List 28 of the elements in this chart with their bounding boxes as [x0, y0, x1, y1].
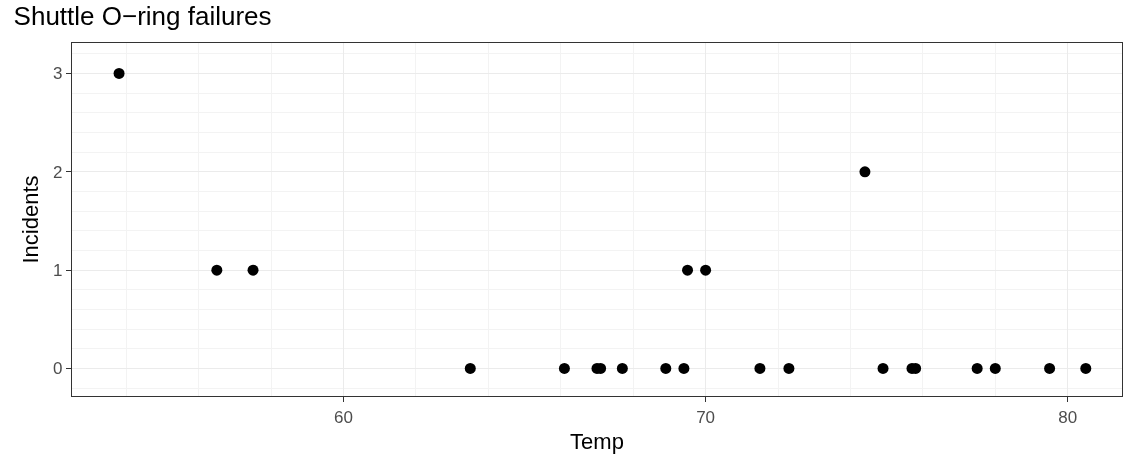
point [754, 362, 766, 374]
y-tick-label: 2 [53, 162, 63, 182]
point [971, 362, 983, 374]
point [682, 264, 694, 276]
point [558, 362, 570, 374]
point [859, 166, 871, 178]
point [247, 264, 259, 276]
chart-title: Shuttle O−ring failures [13, 1, 272, 32]
point [1044, 362, 1056, 374]
y-axis-title: Incidents [17, 175, 43, 264]
point [989, 362, 1001, 374]
point [113, 67, 125, 79]
x-axis-title: Temp [570, 429, 624, 455]
point [464, 362, 476, 374]
point [211, 264, 223, 276]
x-tick-label: 80 [1058, 407, 1078, 427]
y-tick-label: 1 [53, 261, 63, 281]
y-tick-label: 3 [53, 64, 63, 84]
point [700, 264, 712, 276]
point [783, 362, 795, 374]
y-tick-label: 0 [53, 359, 63, 379]
point [877, 362, 889, 374]
point [678, 362, 690, 374]
point [1080, 362, 1092, 374]
x-tick-label: 60 [334, 407, 354, 427]
point [616, 362, 628, 374]
point [660, 362, 672, 374]
x-tick-label: 70 [696, 407, 716, 427]
